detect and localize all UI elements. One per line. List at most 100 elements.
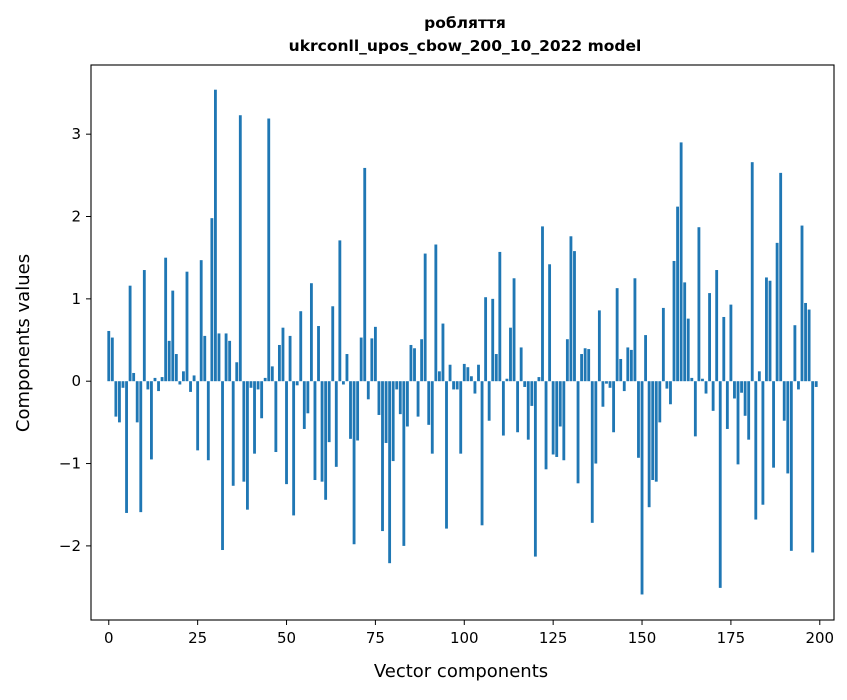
bar: [580, 354, 584, 382]
bar: [750, 162, 754, 382]
bar: [420, 339, 424, 382]
y-tick-label: 2: [71, 208, 81, 226]
bar: [583, 348, 587, 382]
bar: [605, 381, 608, 384]
bar: [537, 377, 541, 382]
bar: [487, 381, 491, 421]
bar: [334, 381, 338, 467]
y-tick-label: 1: [71, 290, 81, 308]
bar: [299, 311, 303, 382]
bar: [324, 381, 328, 500]
bar: [178, 381, 182, 385]
bar: [164, 257, 168, 382]
x-tick-label: 175: [717, 629, 746, 647]
bar: [466, 367, 470, 382]
bar: [437, 371, 441, 382]
x-tick-label: 125: [539, 629, 568, 647]
bar: [765, 277, 768, 382]
bar: [452, 381, 456, 390]
bar: [661, 307, 665, 382]
bar: [722, 316, 726, 382]
bar: [754, 381, 758, 520]
bar: [509, 327, 512, 382]
bar: [121, 381, 125, 388]
bar: [516, 381, 520, 433]
bar: [676, 206, 679, 382]
bar: [558, 381, 562, 427]
bar: [427, 381, 431, 425]
bar: [356, 381, 360, 441]
bar: [797, 381, 800, 390]
bar: [573, 251, 576, 382]
bar: [477, 364, 480, 382]
bar: [377, 381, 381, 415]
bar: [388, 381, 392, 564]
bar: [430, 381, 434, 454]
chart-title-line-2: ukrconll_upos_cbow_200_10_2022 model: [289, 37, 642, 55]
x-tick-label: 150: [628, 629, 657, 647]
bar: [281, 327, 285, 382]
bar: [459, 381, 463, 454]
bar: [551, 381, 555, 455]
bar: [384, 381, 388, 443]
bar: [594, 381, 598, 464]
bar: [562, 381, 566, 461]
bar: [448, 364, 452, 382]
bar: [398, 381, 402, 415]
bar: [782, 381, 786, 421]
bar: [107, 330, 111, 382]
bar: [590, 381, 594, 523]
x-tick-label: 0: [104, 629, 114, 647]
bar: [619, 358, 623, 382]
bar: [302, 381, 306, 429]
bar: [416, 381, 420, 417]
bar: [725, 381, 729, 429]
bar: [683, 282, 687, 382]
x-tick-label: 200: [805, 629, 834, 647]
bar: [263, 377, 267, 382]
bar: [341, 381, 345, 385]
bar: [789, 381, 793, 551]
bar: [736, 381, 740, 465]
bar: [370, 338, 374, 382]
bar: [174, 354, 178, 382]
bar: [395, 381, 399, 390]
bar: [142, 270, 146, 382]
bar: [366, 381, 370, 400]
bar: [445, 381, 448, 529]
bar: [206, 381, 210, 461]
bar: [615, 288, 619, 382]
bar: [647, 381, 651, 508]
bar: [381, 381, 384, 532]
bar: [455, 381, 459, 390]
bar: [697, 227, 701, 382]
bar: [494, 354, 498, 382]
bar: [530, 381, 534, 406]
bar: [260, 381, 264, 419]
bar: [320, 381, 324, 482]
plot-frame: [90, 64, 835, 621]
bar: [505, 378, 509, 382]
bar: [811, 381, 815, 553]
bar: [519, 347, 523, 382]
bar: [814, 381, 818, 387]
bar: [548, 264, 552, 382]
bar: [701, 378, 704, 382]
bar: [718, 381, 722, 588]
bar: [665, 381, 669, 389]
bar: [246, 381, 249, 510]
bar: [277, 344, 281, 382]
bar: [640, 381, 644, 595]
bar: [349, 381, 352, 439]
bar: [679, 142, 683, 382]
bar: [171, 290, 175, 382]
bar: [658, 381, 662, 423]
bar: [601, 381, 605, 407]
bar: [309, 283, 313, 382]
bar: [761, 381, 765, 505]
bar: [352, 381, 356, 545]
bar: [434, 244, 438, 382]
bar: [654, 381, 658, 482]
